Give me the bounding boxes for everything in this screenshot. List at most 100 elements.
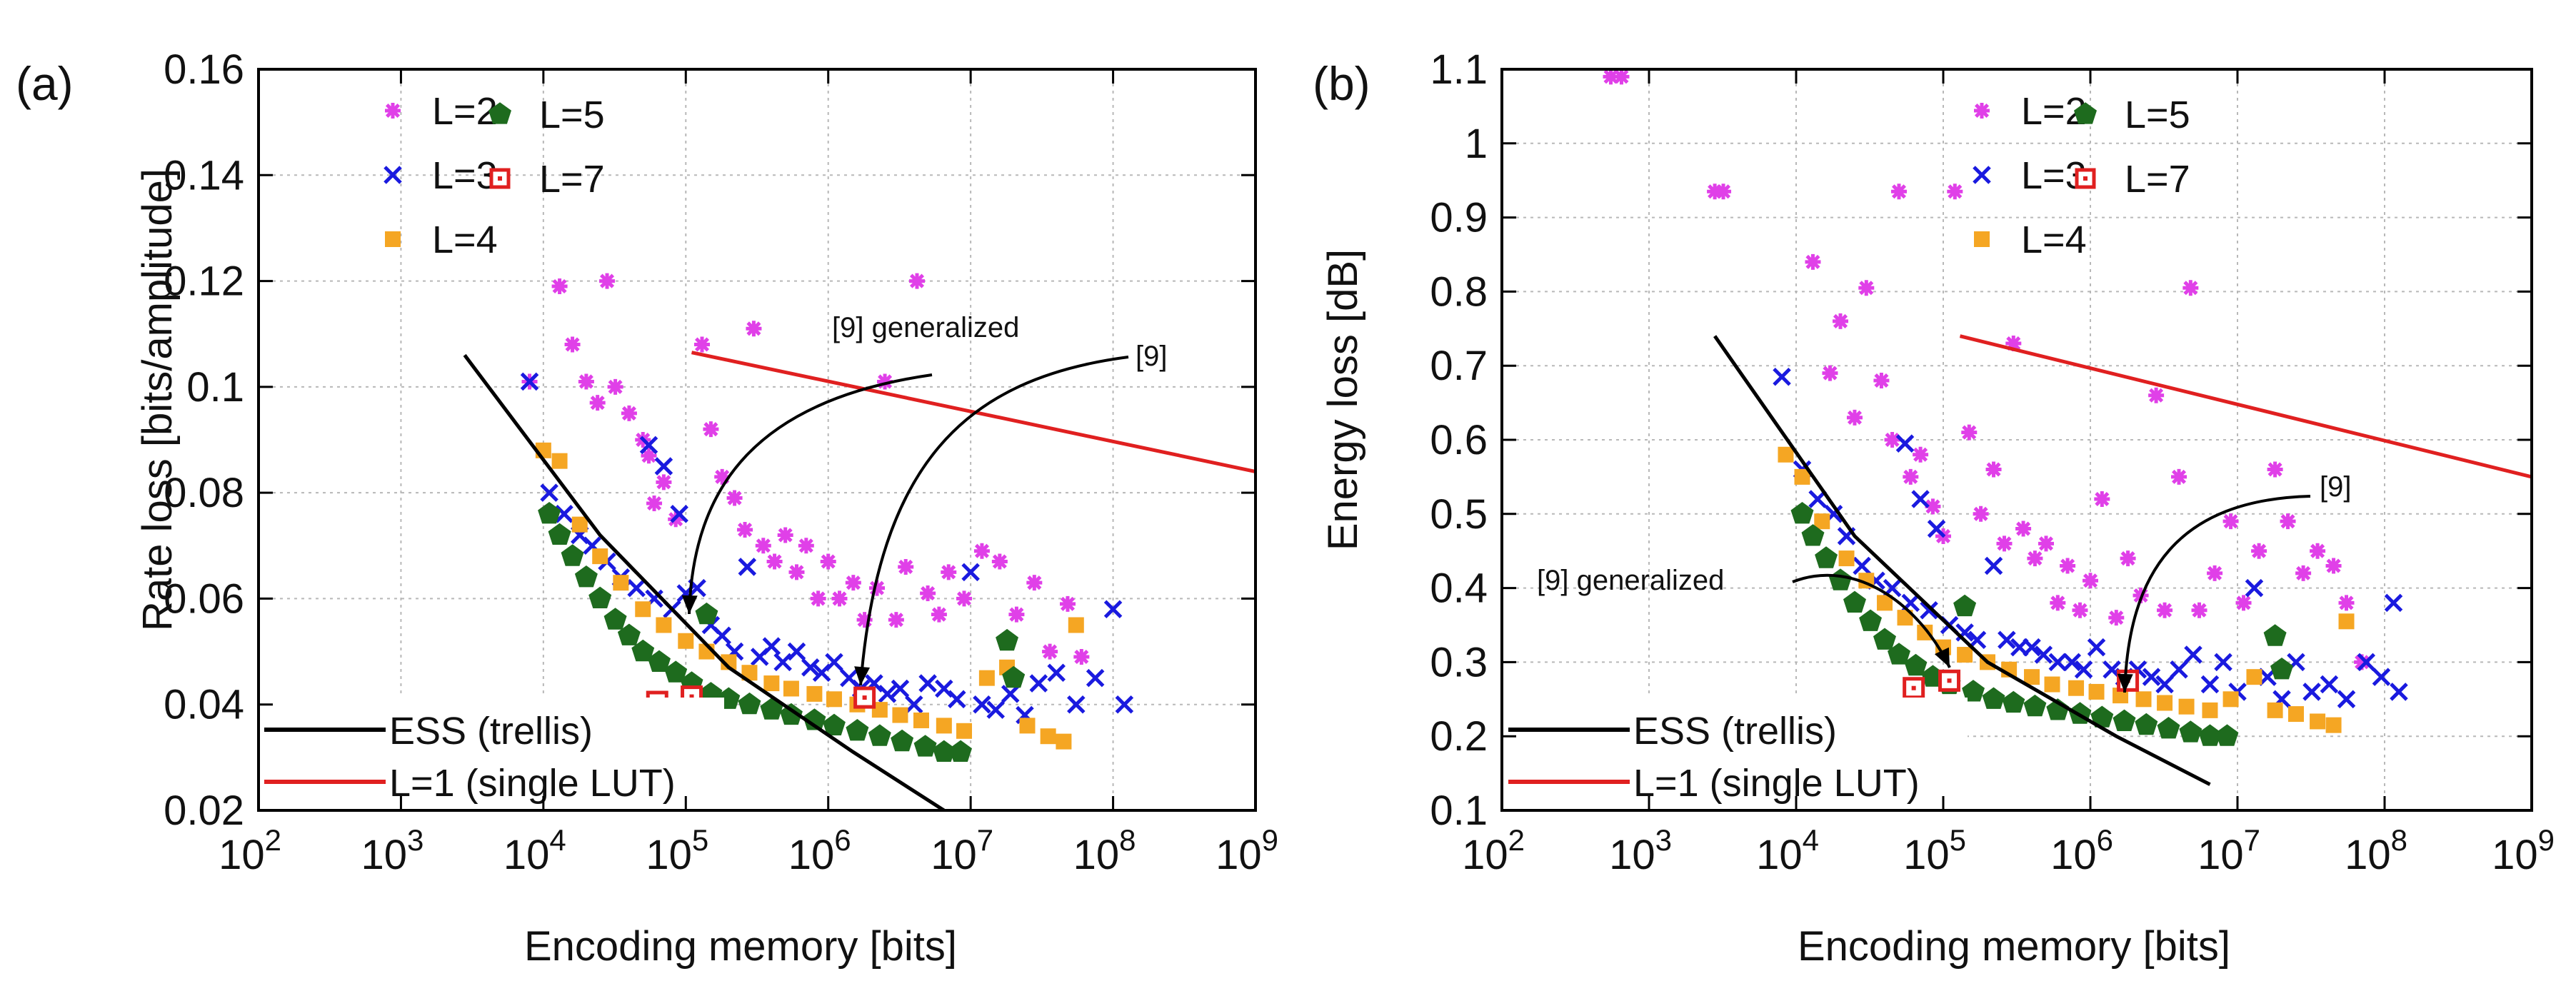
x-tick-base: 10 — [1609, 832, 1655, 878]
data-point — [871, 702, 888, 718]
data-point — [2202, 702, 2218, 718]
y-tick-label: 0.1 — [1430, 788, 1488, 834]
data-point — [877, 373, 893, 390]
data-point — [1920, 600, 1938, 620]
legend-label: ESS (trellis) — [389, 710, 593, 753]
legend-item: L=4 — [385, 218, 498, 261]
data-point — [973, 695, 991, 714]
annotation-label: [9] — [2320, 471, 2351, 503]
x-axis-title: Encoding memory [bits] — [524, 923, 957, 970]
data-point — [2072, 602, 2088, 618]
data-point — [694, 336, 711, 353]
data-point — [635, 601, 651, 618]
data-point — [846, 719, 869, 741]
data-point — [670, 505, 688, 523]
data-point — [913, 712, 929, 728]
data-point — [1068, 617, 1084, 633]
x-tick-label: 107 — [931, 823, 993, 878]
x-tick-exponent: 2 — [265, 823, 281, 857]
data-point — [1873, 372, 1890, 388]
legend-label: L=4 — [2021, 218, 2087, 261]
y-tick-label: 0.04 — [164, 682, 244, 728]
data-point — [548, 523, 571, 545]
data-point — [639, 436, 658, 455]
legend-item: ESS (trellis) — [264, 710, 593, 753]
data-point — [856, 612, 873, 628]
data-point — [621, 405, 637, 421]
data-point — [845, 575, 861, 591]
y-tick-label: 0.9 — [1430, 195, 1488, 241]
data-point — [540, 483, 558, 502]
data-point — [762, 637, 781, 655]
data-point — [741, 665, 758, 681]
legend-label: ESS (trellis) — [1633, 710, 1837, 753]
data-point — [2246, 669, 2262, 685]
data-point — [738, 558, 757, 576]
data-point — [1778, 446, 1794, 463]
data-point — [2027, 550, 2043, 567]
y-tick-label: 0.7 — [1430, 343, 1488, 389]
data-point — [1808, 490, 1827, 508]
data-point — [2005, 336, 2022, 352]
x-tick-base: 10 — [361, 832, 407, 878]
data-point — [1042, 643, 1058, 660]
data-point — [755, 538, 771, 554]
data-point — [1917, 624, 1933, 640]
legend-label: L=2 — [432, 90, 498, 133]
data-point — [1086, 668, 1105, 688]
legend-item: L=4 — [1974, 218, 2087, 261]
annotation-arrow — [859, 356, 1129, 686]
data-point — [664, 660, 688, 683]
data-point — [853, 686, 876, 709]
data-point — [1815, 546, 1838, 568]
series-line-ess-trellis — [463, 353, 946, 810]
legend-label: L=3 — [432, 154, 498, 197]
data-point — [654, 457, 673, 476]
data-point — [2046, 698, 2070, 720]
x-tick-exponent: 6 — [2097, 823, 2113, 857]
data-point — [888, 612, 904, 628]
data-point — [551, 278, 568, 294]
y-tick-label: 0.08 — [164, 470, 244, 516]
legend-label: L=7 — [2125, 158, 2190, 201]
data-point — [695, 602, 718, 625]
data-point — [810, 590, 826, 607]
data-point — [1047, 663, 1066, 682]
x-tick-base: 10 — [2197, 832, 2244, 878]
data-point — [1843, 590, 1866, 613]
data-point — [1829, 568, 1852, 590]
data-point — [936, 718, 952, 734]
x-tick-label: 108 — [2345, 823, 2407, 878]
data-point — [2170, 660, 2188, 679]
legend-marker — [2075, 168, 2096, 189]
chart-panel-a: L=2 L=3 L=4 L=5 L=7 ESS (trellis) L=1 (single … — [16, 46, 1278, 970]
data-point — [1707, 183, 1723, 200]
legend-item: L=2 — [1974, 90, 2087, 133]
x-tick-base: 10 — [503, 832, 550, 878]
data-point — [777, 527, 793, 543]
data-point — [538, 502, 561, 524]
legend-item: L=1 (single LUT) — [264, 762, 676, 805]
data-point — [898, 558, 914, 575]
annotation-label: [9] — [1136, 341, 1167, 372]
data-point — [2222, 513, 2239, 530]
legend-label: L=1 (single LUT) — [1633, 762, 1920, 805]
data-point — [1984, 556, 2003, 575]
x-tick-base: 10 — [219, 832, 265, 878]
data-point — [607, 378, 623, 395]
data-point — [2263, 624, 2287, 646]
data-point — [1846, 409, 1863, 426]
data-point — [2215, 724, 2239, 746]
legend-item: L=7 — [489, 158, 605, 201]
data-point — [956, 723, 973, 739]
legend-bottom: ESS (trellis) L=1 (single LUT) — [1503, 698, 1968, 809]
y-tick-label: 0.06 — [164, 575, 244, 622]
data-point — [1056, 733, 1072, 750]
data-point — [996, 628, 1018, 651]
data-point — [714, 468, 731, 485]
x-tick-base: 10 — [1756, 832, 1803, 878]
y-axis: 0.1 0.2 0.3 0.4 0.5 0.6 0.7 0.8 0.9 1 1.1 — [1430, 46, 2532, 834]
x-tick-exponent: 5 — [1950, 823, 1966, 857]
data-point — [1903, 468, 1919, 485]
data-point — [905, 695, 923, 714]
